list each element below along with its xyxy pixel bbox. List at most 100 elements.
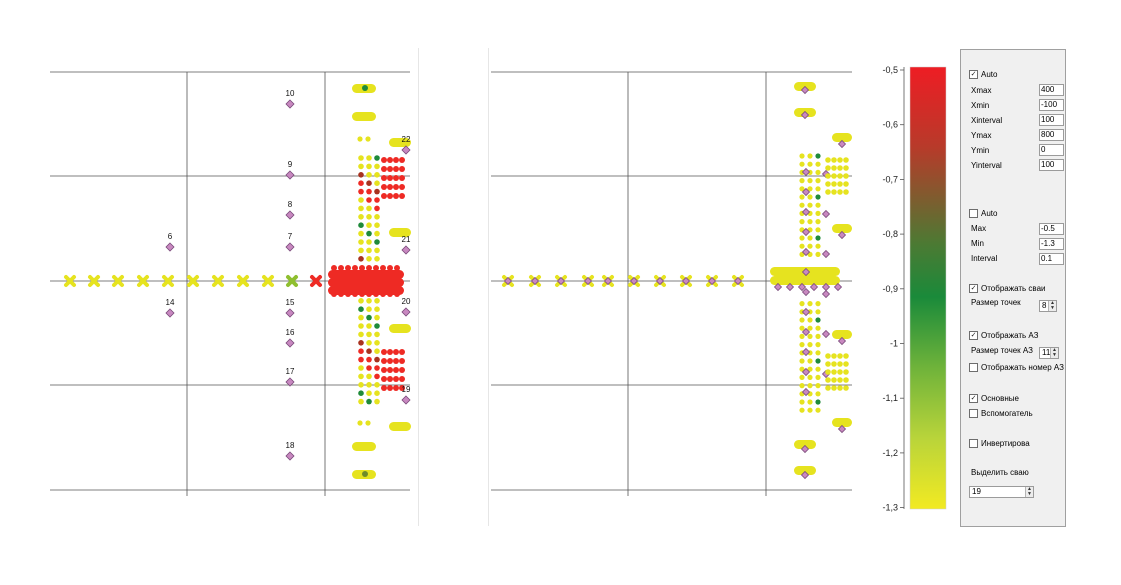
main-checkbox[interactable]: ✓ Основные: [969, 394, 1019, 403]
pile-dot: [815, 325, 821, 331]
pile-dot: [399, 157, 405, 163]
pile-label: 14: [166, 298, 175, 307]
pile-dot: [366, 230, 372, 237]
right-plot[interactable]: [0, 0, 860, 585]
ymax-input[interactable]: 800: [1039, 129, 1064, 141]
az-diamond: [801, 227, 811, 237]
az-diamond: [837, 336, 847, 346]
ymax-label: Ymax: [971, 131, 992, 140]
pile-dot: [387, 193, 393, 199]
pile-dot: [358, 163, 364, 170]
az-diamond: [655, 276, 665, 286]
pile-dot: [387, 367, 393, 373]
pile-dot: [831, 157, 837, 163]
pile-dot: [374, 306, 380, 313]
pile-dot: [374, 230, 380, 237]
show-piles-checkbox[interactable]: ✓ Отображать сваи: [969, 284, 1045, 293]
pile-dot: [366, 214, 372, 220]
xinterval-input[interactable]: 100: [1039, 114, 1064, 126]
pile-dot: [843, 165, 849, 171]
pile-dot: [807, 301, 813, 307]
xmax-input[interactable]: 400: [1039, 84, 1064, 96]
pile-dot: [352, 291, 358, 297]
az-diamond: [401, 395, 411, 405]
checkbox-mark: [969, 409, 978, 418]
cross-marker: [137, 275, 149, 287]
invert-checkbox[interactable]: Инвертирова: [969, 439, 1030, 448]
cross-marker: [262, 275, 274, 287]
pile-cluster: [389, 324, 411, 333]
pile-dot: [825, 377, 831, 383]
pile-dot: [799, 317, 805, 323]
pile-dot: [381, 166, 387, 172]
checkbox-mark: ✓: [969, 284, 978, 293]
az-diamond: [801, 347, 811, 357]
select-pile-spinner[interactable]: 19 ▲ ▼: [969, 486, 1034, 498]
pile-dot: [366, 390, 372, 397]
pile-dot: [358, 356, 364, 363]
pile-dot: [815, 194, 821, 200]
aux-checkbox[interactable]: Вспомогатель: [969, 409, 1033, 418]
show-az-number-checkbox[interactable]: Отображать номер АЗ: [969, 363, 1064, 372]
pile-dot: [815, 333, 821, 339]
point-size-spinner[interactable]: 8 ▲ ▼: [1039, 300, 1057, 312]
ymin-input[interactable]: 0: [1039, 144, 1064, 156]
az-diamond: [530, 276, 540, 286]
az-diamond: [556, 276, 566, 286]
az-diamond: [801, 247, 811, 257]
pile-dot: [825, 385, 831, 391]
pile-dot: [799, 383, 805, 389]
xmin-input[interactable]: -100: [1039, 99, 1064, 111]
pile-dot: [393, 358, 399, 364]
pile-dot: [815, 391, 821, 397]
pile-cluster: [770, 276, 840, 285]
show-az-checkbox[interactable]: ✓ Отображать АЗ: [969, 331, 1038, 340]
pile-dot: [799, 374, 805, 380]
pile-cluster: [352, 442, 376, 451]
pile-dot: [358, 205, 364, 212]
pile-dot: [799, 161, 805, 167]
interval-input[interactable]: 0.1: [1039, 253, 1064, 265]
pile-dot: [815, 374, 821, 380]
pile-dot: [359, 291, 365, 297]
pile-dot: [352, 265, 358, 271]
pile-dot: [843, 385, 849, 391]
pile-dot: [366, 239, 372, 245]
spinner-arrows-icon[interactable]: ▲ ▼: [1025, 487, 1033, 497]
yinterval-input[interactable]: 100: [1039, 159, 1064, 171]
spinner-arrows-icon[interactable]: ▲ ▼: [1050, 348, 1058, 358]
min-input[interactable]: -1.3: [1039, 238, 1064, 250]
pile-dot: [366, 348, 372, 355]
auto-scale-checkbox[interactable]: Auto: [969, 209, 997, 218]
cross-marker: [112, 275, 124, 287]
xmax-label: Xmax: [971, 86, 992, 95]
pile-dot: [366, 340, 372, 346]
pile-dot: [799, 235, 805, 241]
auto-axes-checkbox[interactable]: ✓ Auto: [969, 70, 997, 79]
max-input[interactable]: -0.5: [1039, 223, 1064, 235]
left-plot[interactable]: 10 9 8 7 6 14 15 16 17 18 22 21 20 19: [0, 0, 420, 585]
pile-dot: [831, 385, 837, 391]
settings-panel: ✓ Auto Xmax 400 Xmin -100 Xinterval 100 Y…: [960, 49, 1066, 527]
pile-cluster: [794, 440, 816, 449]
az-diamond: [285, 170, 295, 180]
pile-dot: [338, 291, 344, 297]
cross-marker: [64, 275, 76, 287]
az-diamond: [821, 209, 831, 219]
spinner-arrows-icon[interactable]: ▲ ▼: [1048, 301, 1056, 311]
pile-dot: [399, 166, 405, 172]
pile-dot: [358, 373, 364, 380]
pile-dot: [799, 194, 805, 200]
pile-dot: [393, 376, 399, 382]
pile-dot: [381, 157, 387, 163]
pile-dot: [366, 163, 372, 170]
az-diamond: [837, 139, 847, 149]
pile-dot: [393, 385, 399, 391]
pile-dot: [799, 399, 805, 405]
az-point-size-spinner[interactable]: 11 ▲ ▼: [1039, 347, 1059, 359]
pile-dot: [374, 180, 380, 186]
az-diamond: [707, 276, 717, 286]
pile-dot: [799, 358, 805, 364]
pile-dot: [815, 235, 821, 241]
scale-tick-label: -1,3: [882, 503, 898, 513]
